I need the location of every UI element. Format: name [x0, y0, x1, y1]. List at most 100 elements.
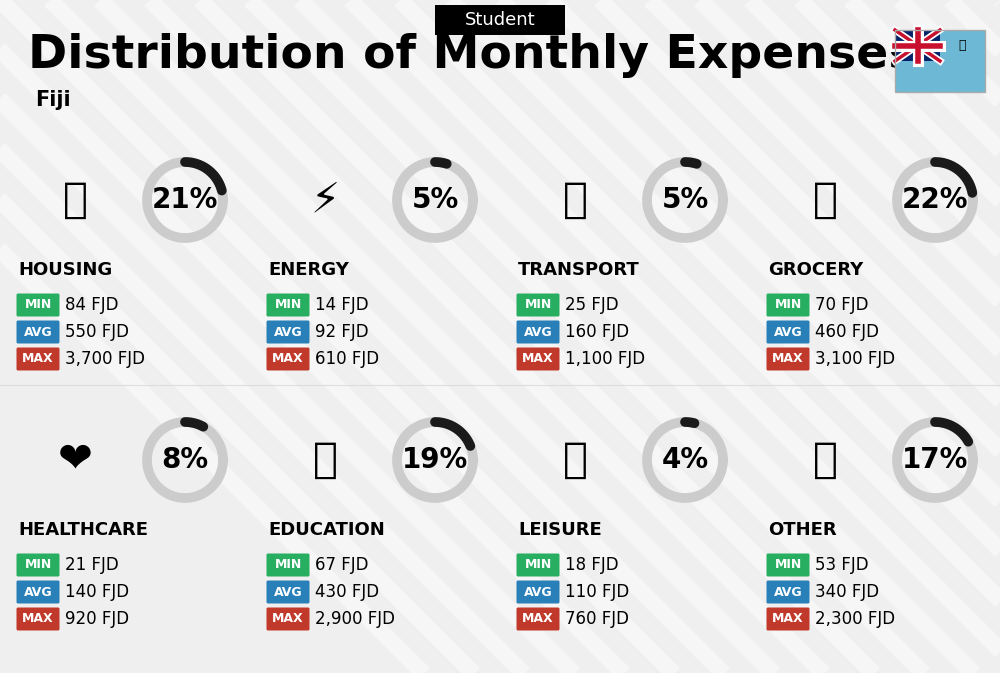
Text: MAX: MAX	[772, 353, 804, 365]
Text: MAX: MAX	[272, 353, 304, 365]
Text: 🚌: 🚌	[562, 179, 588, 221]
Text: 84 FJD: 84 FJD	[65, 296, 119, 314]
FancyBboxPatch shape	[767, 293, 810, 316]
Text: 160 FJD: 160 FJD	[565, 323, 629, 341]
Text: AVG: AVG	[524, 326, 552, 339]
Text: TRANSPORT: TRANSPORT	[518, 261, 640, 279]
Bar	[895, 61, 985, 92]
Text: AVG: AVG	[524, 586, 552, 598]
Text: 21 FJD: 21 FJD	[65, 556, 119, 574]
Text: AVG: AVG	[24, 326, 52, 339]
Text: MIN: MIN	[274, 299, 302, 312]
Text: AVG: AVG	[774, 326, 802, 339]
Text: 460 FJD: 460 FJD	[815, 323, 879, 341]
Text: 430 FJD: 430 FJD	[315, 583, 379, 601]
Text: Distribution of Monthly Expenses: Distribution of Monthly Expenses	[28, 32, 916, 77]
Text: 340 FJD: 340 FJD	[815, 583, 879, 601]
FancyBboxPatch shape	[767, 608, 810, 631]
Text: 610 FJD: 610 FJD	[315, 350, 379, 368]
FancyBboxPatch shape	[767, 553, 810, 577]
Text: 🛒: 🛒	[812, 179, 838, 221]
Text: 21%: 21%	[152, 186, 218, 214]
FancyBboxPatch shape	[16, 553, 60, 577]
Text: ⚡: ⚡	[310, 179, 340, 221]
Text: AVG: AVG	[24, 586, 52, 598]
Text: 8%: 8%	[161, 446, 209, 474]
FancyBboxPatch shape	[266, 320, 310, 343]
FancyBboxPatch shape	[767, 581, 810, 604]
Text: 67 FJD: 67 FJD	[315, 556, 368, 574]
Text: MAX: MAX	[522, 353, 554, 365]
Bar	[895, 30, 985, 92]
Text: ❤️: ❤️	[58, 439, 92, 481]
FancyBboxPatch shape	[16, 347, 60, 371]
Text: HOUSING: HOUSING	[18, 261, 112, 279]
FancyBboxPatch shape	[767, 320, 810, 343]
FancyBboxPatch shape	[767, 347, 810, 371]
Text: MAX: MAX	[772, 612, 804, 625]
Text: 70 FJD: 70 FJD	[815, 296, 868, 314]
Text: 🎓: 🎓	[312, 439, 338, 481]
Bar	[895, 30, 985, 92]
Text: MIN: MIN	[774, 299, 802, 312]
Text: 17%: 17%	[902, 446, 968, 474]
Text: EDUCATION: EDUCATION	[268, 521, 385, 539]
Text: 25 FJD: 25 FJD	[565, 296, 619, 314]
Text: Fiji: Fiji	[35, 90, 71, 110]
FancyBboxPatch shape	[16, 293, 60, 316]
FancyBboxPatch shape	[16, 581, 60, 604]
Text: 140 FJD: 140 FJD	[65, 583, 129, 601]
Text: MIN: MIN	[24, 299, 52, 312]
Text: 4%: 4%	[661, 446, 709, 474]
Text: 🛡: 🛡	[959, 39, 966, 52]
Text: 53 FJD: 53 FJD	[815, 556, 869, 574]
Text: 110 FJD: 110 FJD	[565, 583, 629, 601]
Text: MIN: MIN	[524, 299, 552, 312]
Text: MAX: MAX	[522, 612, 554, 625]
Text: 2,300 FJD: 2,300 FJD	[815, 610, 895, 628]
FancyBboxPatch shape	[516, 347, 560, 371]
Text: 22%: 22%	[902, 186, 968, 214]
FancyBboxPatch shape	[516, 581, 560, 604]
Text: MAX: MAX	[22, 353, 54, 365]
Text: 19%: 19%	[402, 446, 468, 474]
Text: MAX: MAX	[22, 612, 54, 625]
Text: 5%: 5%	[411, 186, 459, 214]
Text: MIN: MIN	[774, 559, 802, 571]
FancyBboxPatch shape	[266, 293, 310, 316]
FancyBboxPatch shape	[516, 553, 560, 577]
FancyBboxPatch shape	[266, 608, 310, 631]
Text: OTHER: OTHER	[768, 521, 837, 539]
Text: MIN: MIN	[24, 559, 52, 571]
Text: 920 FJD: 920 FJD	[65, 610, 129, 628]
Text: 2,900 FJD: 2,900 FJD	[315, 610, 395, 628]
Text: AVG: AVG	[774, 586, 802, 598]
Text: MAX: MAX	[272, 612, 304, 625]
Text: HEALTHCARE: HEALTHCARE	[18, 521, 148, 539]
FancyBboxPatch shape	[16, 320, 60, 343]
Text: 14 FJD: 14 FJD	[315, 296, 369, 314]
Text: GROCERY: GROCERY	[768, 261, 863, 279]
Bar	[895, 30, 940, 61]
Text: 🏢: 🏢	[62, 179, 88, 221]
Bar	[940, 30, 985, 61]
FancyBboxPatch shape	[266, 553, 310, 577]
Text: AVG: AVG	[274, 586, 302, 598]
FancyBboxPatch shape	[266, 581, 310, 604]
Text: 550 FJD: 550 FJD	[65, 323, 129, 341]
Text: 760 FJD: 760 FJD	[565, 610, 629, 628]
Text: 💰: 💰	[812, 439, 838, 481]
Text: LEISURE: LEISURE	[518, 521, 602, 539]
Text: AVG: AVG	[274, 326, 302, 339]
FancyBboxPatch shape	[16, 608, 60, 631]
Text: 3,100 FJD: 3,100 FJD	[815, 350, 895, 368]
FancyBboxPatch shape	[266, 347, 310, 371]
Text: 3,700 FJD: 3,700 FJD	[65, 350, 145, 368]
FancyBboxPatch shape	[516, 320, 560, 343]
Text: 18 FJD: 18 FJD	[565, 556, 619, 574]
Text: 🛍: 🛍	[562, 439, 588, 481]
Text: 5%: 5%	[661, 186, 709, 214]
Text: Student: Student	[465, 11, 535, 29]
Text: 92 FJD: 92 FJD	[315, 323, 369, 341]
Text: 1,100 FJD: 1,100 FJD	[565, 350, 645, 368]
